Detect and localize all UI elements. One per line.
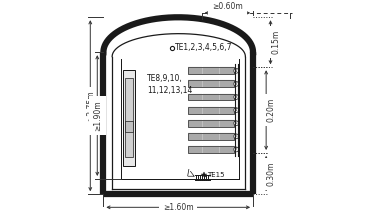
Text: 6: 6 bbox=[235, 134, 237, 138]
Bar bbox=[188, 80, 234, 87]
Text: 0.15m: 0.15m bbox=[272, 30, 280, 54]
Circle shape bbox=[234, 147, 238, 152]
Text: 11,12,13,14: 11,12,13,14 bbox=[147, 86, 192, 95]
Bar bbox=[125, 78, 134, 157]
Text: TE8,9,10,: TE8,9,10, bbox=[147, 74, 183, 83]
Bar bbox=[188, 93, 234, 101]
Text: 7: 7 bbox=[235, 147, 237, 151]
Text: 5: 5 bbox=[235, 121, 237, 125]
Text: 0.20m: 0.20m bbox=[266, 98, 275, 122]
Bar bbox=[188, 107, 234, 114]
Text: l: l bbox=[186, 169, 189, 178]
Text: 0.30m: 0.30m bbox=[266, 161, 275, 186]
Circle shape bbox=[234, 121, 238, 126]
Circle shape bbox=[234, 108, 238, 112]
Text: ≥2.75m: ≥2.75m bbox=[86, 90, 95, 121]
Bar bbox=[188, 133, 234, 140]
Text: ≥1.60m: ≥1.60m bbox=[163, 203, 194, 212]
Circle shape bbox=[234, 134, 238, 139]
Text: ≥0.60m: ≥0.60m bbox=[212, 2, 243, 11]
Text: 1: 1 bbox=[235, 69, 237, 73]
Bar bbox=[188, 67, 234, 74]
Text: 2: 2 bbox=[235, 82, 237, 86]
Circle shape bbox=[234, 68, 238, 73]
Bar bbox=[188, 120, 234, 127]
Text: 4: 4 bbox=[235, 108, 237, 112]
Text: TE15: TE15 bbox=[207, 172, 225, 178]
Text: 3: 3 bbox=[235, 95, 237, 99]
Circle shape bbox=[234, 82, 238, 86]
Bar bbox=[123, 70, 135, 166]
Circle shape bbox=[234, 95, 238, 99]
Bar bbox=[188, 146, 234, 153]
Text: ≥1.90m: ≥1.90m bbox=[93, 100, 102, 131]
Bar bbox=[125, 121, 133, 132]
Text: TE1,2,3,4,5,6,7: TE1,2,3,4,5,6,7 bbox=[175, 43, 232, 52]
